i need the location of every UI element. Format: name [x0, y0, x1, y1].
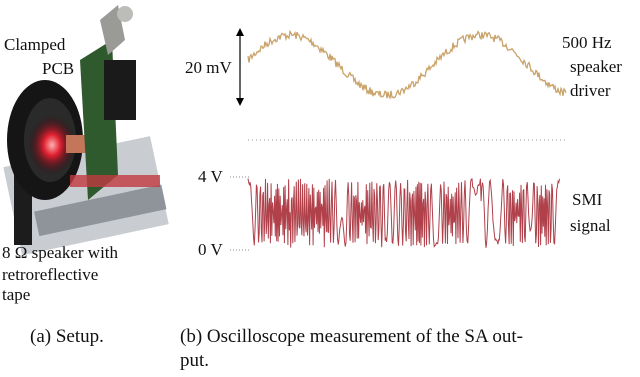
trace-label: 500 Hz — [562, 33, 612, 52]
speaker-label: retroreflective — [2, 265, 98, 284]
smi-trace — [247, 178, 560, 249]
pcb-label: Clamped — [4, 35, 66, 54]
trace-label: signal — [570, 216, 611, 235]
trace-label: speaker — [570, 57, 622, 76]
caption: (a) Setup. — [30, 326, 104, 347]
caption: put. — [180, 350, 209, 371]
level-label: 4 V — [198, 167, 223, 186]
setup-photo — [0, 0, 170, 300]
driver-trace — [247, 29, 567, 100]
trace-label: driver — [570, 81, 611, 100]
caption: (b) Oscilloscope measurement of the SA o… — [180, 326, 523, 347]
speaker-label: 8 Ω speaker with — [2, 243, 119, 262]
level-label: 0 V — [198, 240, 223, 259]
scale-label: 20 mV — [185, 58, 232, 77]
pcb-label: PCB — [42, 59, 74, 78]
speaker-label: tape — [2, 285, 30, 304]
arrow-head — [236, 28, 244, 36]
arrow-head — [236, 98, 244, 106]
trace-label: SMI — [572, 190, 603, 209]
